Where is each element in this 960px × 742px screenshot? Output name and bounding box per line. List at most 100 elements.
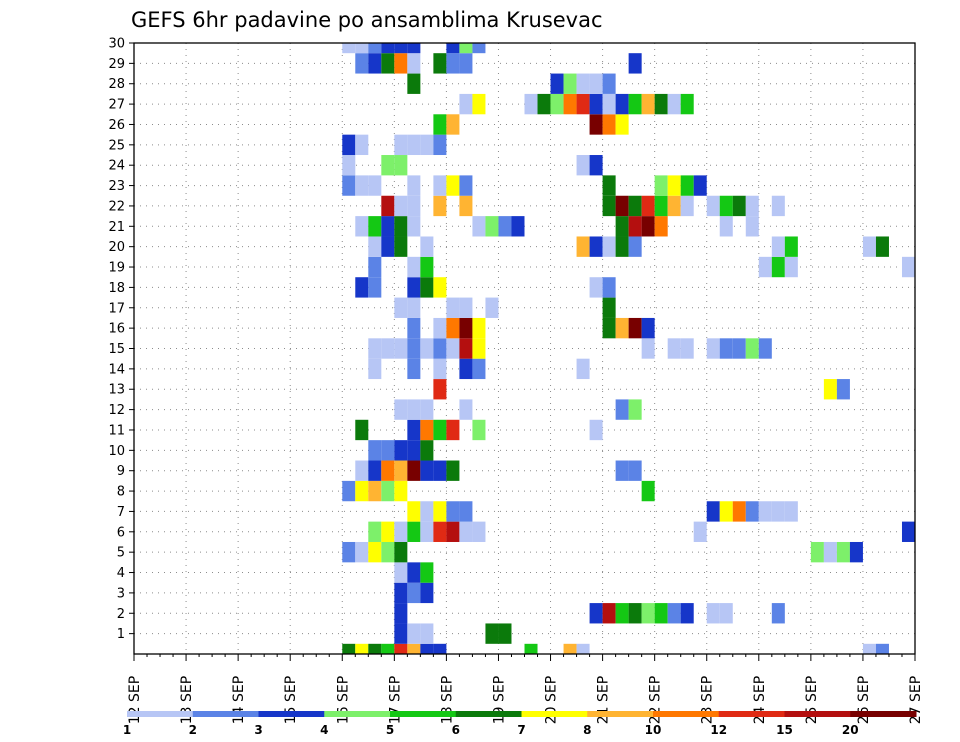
precip-cell <box>589 73 603 94</box>
precip-cell <box>472 358 486 380</box>
precip-cell <box>420 256 434 278</box>
precip-cell <box>368 338 382 359</box>
precip-cell <box>355 134 369 156</box>
precip-cell <box>368 236 382 257</box>
precip-cell <box>381 195 395 217</box>
precip-cell <box>407 216 421 237</box>
y-tick-label: 27 <box>108 98 125 113</box>
precip-cell <box>407 277 421 298</box>
precip-cell <box>511 216 525 237</box>
precip-cell <box>433 643 447 654</box>
precip-cell <box>459 399 473 420</box>
precip-cell <box>706 195 720 217</box>
precip-cell <box>602 175 616 196</box>
precip-cell <box>732 501 746 522</box>
precip-cell <box>537 93 551 115</box>
precip-cell <box>433 175 447 196</box>
precip-cell <box>628 236 642 257</box>
precip-cell <box>381 43 395 54</box>
precip-cell <box>472 419 486 441</box>
precip-cell <box>628 216 642 237</box>
precip-cell <box>459 43 473 54</box>
precip-cell <box>615 460 629 481</box>
precip-cell <box>355 216 369 237</box>
precip-cell <box>667 603 681 624</box>
precip-cell <box>446 338 460 359</box>
precip-cell <box>459 501 473 522</box>
precip-cell <box>472 338 486 359</box>
precip-cell <box>446 521 460 542</box>
colorbar-label: 8 <box>583 723 591 737</box>
precip-cell <box>745 216 759 237</box>
precip-cell <box>342 480 356 502</box>
precip-cell <box>745 195 759 217</box>
y-tick-label: 13 <box>108 383 125 398</box>
y-tick-label: 15 <box>108 342 125 357</box>
y-tick-label: 28 <box>108 77 125 92</box>
precip-cell <box>381 541 395 563</box>
precip-cell <box>810 541 824 563</box>
precip-cell <box>394 216 408 237</box>
precip-cell <box>394 236 408 257</box>
precip-cell <box>446 53 460 74</box>
precip-cell <box>394 134 408 156</box>
precip-cell <box>615 603 629 624</box>
precip-cell <box>641 195 655 217</box>
precip-cell <box>355 277 369 298</box>
precip-cell <box>576 93 590 115</box>
colorbar-label: 12 <box>710 723 727 737</box>
precip-cell <box>381 480 395 502</box>
precip-cell <box>823 379 837 400</box>
precip-cell <box>407 460 421 481</box>
precip-cell <box>355 643 369 654</box>
colorbar-label: 1 <box>123 723 131 737</box>
precip-cell <box>407 195 421 217</box>
precip-cell <box>420 277 434 298</box>
precip-cell <box>394 541 408 563</box>
precip-cell <box>407 562 421 583</box>
precip-cell <box>628 460 642 481</box>
precip-cell <box>446 114 460 135</box>
precip-cell <box>602 236 616 257</box>
precip-cell <box>420 399 434 420</box>
y-tick-label: 24 <box>108 159 125 174</box>
precip-cell <box>784 501 798 522</box>
colorbar-swatch <box>258 711 325 717</box>
chart-title: GEFS 6hr padavine po ansamblima Krusevac <box>131 8 603 32</box>
y-tick-label: 1 <box>117 627 125 642</box>
precip-cell <box>394 460 408 481</box>
y-tick-label: 17 <box>108 301 125 316</box>
precip-cell <box>615 114 629 135</box>
y-tick-label: 3 <box>117 586 125 601</box>
precip-cell <box>394 643 408 654</box>
precip-cell <box>355 53 369 74</box>
y-tick-label: 25 <box>108 138 125 153</box>
precip-cell <box>849 541 863 563</box>
precip-cell <box>446 419 460 441</box>
precip-cell <box>602 317 616 339</box>
precip-cell <box>706 338 720 359</box>
precip-cell <box>433 195 447 217</box>
precip-cell <box>433 114 447 135</box>
colorbar-label: 10 <box>645 723 662 737</box>
precip-cell <box>407 399 421 420</box>
precip-cell <box>368 256 382 278</box>
precip-cell <box>381 216 395 237</box>
precip-cell <box>654 603 668 624</box>
precip-cell <box>628 195 642 217</box>
precip-cell <box>576 155 590 176</box>
precip-cell <box>420 134 434 156</box>
precip-cell <box>667 195 681 217</box>
precip-cell <box>563 93 577 115</box>
precip-cell <box>459 521 473 542</box>
precip-cell <box>875 236 889 257</box>
precipitation-cells <box>342 43 915 654</box>
precip-cell <box>407 501 421 522</box>
grid-lines <box>134 43 915 654</box>
precip-cell <box>576 73 590 94</box>
precip-cell <box>667 93 681 115</box>
precip-cell <box>615 216 629 237</box>
precip-cell <box>459 93 473 115</box>
precip-cell <box>589 419 603 441</box>
colorbar-label: 7 <box>517 723 525 737</box>
